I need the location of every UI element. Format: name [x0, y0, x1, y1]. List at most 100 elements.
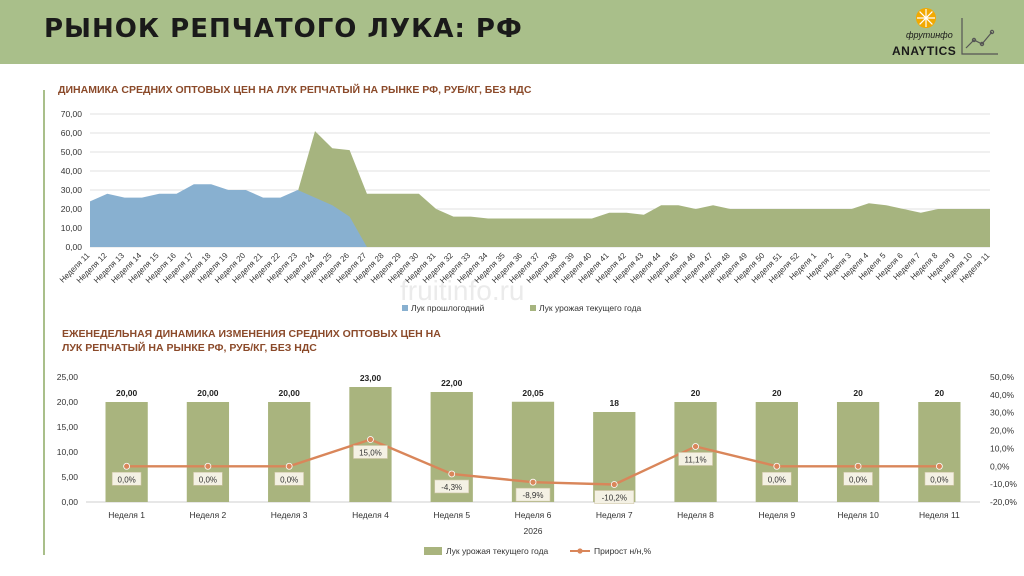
- growth-label-box: [515, 487, 551, 502]
- page-title: РЫНОК РЕПЧАТОГО ЛУКА: РФ: [44, 14, 523, 44]
- bar-value-label: 20: [935, 388, 945, 398]
- logo-text: ANAYTICS: [892, 44, 957, 58]
- y2-tick-label: 0,0%: [990, 461, 1010, 471]
- y-tick-label: 50,00: [61, 147, 83, 157]
- legend-label-bar: Лук урожая текущего года: [446, 546, 549, 556]
- x-tick-label: Неделя 8: [677, 510, 714, 520]
- growth-point: [529, 478, 537, 486]
- growth-label-box: [594, 490, 635, 504]
- x-tick-label: Неделя 40: [559, 251, 593, 285]
- x-tick-label: Неделя 50: [732, 251, 766, 285]
- x-tick-label: Неделя 10: [940, 251, 974, 285]
- growth-label-box: [924, 471, 955, 486]
- bar-value-label: 20,00: [197, 388, 219, 398]
- bar: [268, 402, 311, 502]
- x-tick-label: Неделя 15: [127, 251, 161, 285]
- x-tick-label: Неделя 12: [75, 251, 109, 285]
- area-prior-year: [90, 184, 367, 247]
- bar: [593, 412, 636, 502]
- watermark: fruitinfo.ru: [400, 275, 525, 306]
- x-tick-label: Неделя 7: [891, 251, 922, 282]
- y-tick-label: 10,00: [61, 223, 83, 233]
- x-tick-label: Неделя 8: [909, 251, 940, 282]
- x-tick-label: Неделя 52: [767, 251, 801, 285]
- area-chart-title: ДИНАМИКА СРЕДНИХ ОПТОВЫХ ЦЕН НА ЛУК РЕПЧ…: [58, 84, 532, 96]
- x-tick-label: Неделя 29: [369, 251, 403, 285]
- bar: [105, 402, 148, 502]
- y2-tick-label: -20,0%: [990, 497, 1017, 507]
- x-tick-label: Неделя 13: [92, 251, 126, 285]
- x-tick-label: Неделя 1: [788, 251, 819, 282]
- growth-label-box: [843, 471, 873, 486]
- legend-label-current-year: Лук урожая текущего года: [539, 303, 642, 313]
- bar-value-label: 20,05: [522, 388, 544, 398]
- growth-line: [126, 438, 940, 486]
- x-tick-label: Неделя 47: [681, 251, 715, 285]
- x-tick-label: Неделя 41: [577, 251, 611, 285]
- growth-label-box: [353, 445, 388, 459]
- y-tick-label: 70,00: [61, 109, 83, 119]
- growth-value-label: 0,0%: [849, 475, 867, 484]
- growth-point: [692, 443, 699, 450]
- x-tick-label: Неделя 1: [108, 510, 145, 520]
- x-tick-label: Неделя 25: [300, 251, 334, 285]
- x-tick-label: Неделя 24: [282, 251, 316, 285]
- growth-point: [123, 462, 131, 470]
- y2-tick-label: 20,0%: [990, 426, 1015, 436]
- header-bar: РЫНОК РЕПЧАТОГО ЛУКА: РФ фрутинфо ANAYTI…: [0, 0, 1024, 64]
- y2-tick-label: 50,0%: [990, 372, 1015, 382]
- x-tick-label: Неделя 46: [663, 251, 697, 285]
- growth-value-label: -10,2%: [602, 494, 627, 503]
- y2-tick-label: 40,0%: [990, 390, 1015, 400]
- x-tick-label: Неделя 14: [109, 251, 143, 285]
- y-tick-label: 15,00: [57, 422, 79, 432]
- growth-point: [773, 462, 781, 470]
- y2-tick-label: 30,0%: [990, 408, 1015, 418]
- bar: [674, 402, 717, 502]
- y-tick-label: 25,00: [57, 372, 79, 382]
- x-tick-label: Неделя 23: [265, 251, 299, 285]
- x-tick-label: Неделя 38: [525, 251, 559, 285]
- x-tick-label: Неделя 5: [857, 251, 888, 282]
- x-tick-label: Неделя 11: [919, 510, 960, 520]
- x-tick-label: Неделя 44: [629, 251, 663, 285]
- y-tick-label: 20,00: [57, 397, 79, 407]
- growth-value-label: -8,9%: [523, 491, 544, 500]
- bar-value-label: 20,00: [279, 388, 301, 398]
- area-current-year: [297, 131, 990, 247]
- x-tick-label: Неделя 6: [874, 251, 905, 282]
- y-tick-label: 30,00: [61, 185, 83, 195]
- x-tick-label: Неделя 49: [715, 251, 749, 285]
- bar-value-label: 23,00: [360, 373, 382, 383]
- y-tick-label: 0,00: [61, 497, 78, 507]
- y2-tick-label: 10,0%: [990, 443, 1015, 453]
- bar: [755, 402, 798, 502]
- bar: [430, 392, 473, 502]
- x-tick-label: Неделя 18: [179, 251, 213, 285]
- bar-value-label: 20: [691, 388, 701, 398]
- logo-graphic: [916, 8, 998, 55]
- growth-value-label: -4,3%: [441, 483, 462, 492]
- x-tick-label: Неделя 45: [646, 251, 680, 285]
- growth-point: [854, 462, 862, 470]
- growth-value-label: 0,0%: [280, 475, 298, 484]
- bar: [836, 402, 880, 502]
- y-tick-label: 60,00: [61, 128, 83, 138]
- y-tick-label: 0,00: [65, 242, 82, 252]
- growth-label-box: [274, 471, 304, 486]
- growth-point: [204, 462, 212, 470]
- bar: [186, 402, 230, 502]
- growth-value-label: 15,0%: [359, 449, 382, 458]
- x-tick-label: Неделя 3: [271, 510, 308, 520]
- growth-point: [285, 462, 293, 470]
- y-tick-label: 20,00: [61, 204, 83, 214]
- growth-value-label: 0,0%: [768, 475, 786, 484]
- growth-value-label: 11,1%: [684, 455, 706, 464]
- x-tick-label: Неделя 21: [231, 251, 265, 285]
- x-tick-label: Неделя 5: [433, 510, 470, 520]
- growth-label-box: [762, 471, 792, 486]
- growth-label-box: [678, 452, 713, 466]
- bar-value-label: 22,00: [441, 378, 463, 388]
- x-tick-label: Неделя 4: [352, 510, 389, 520]
- legend-swatch-current-year: [530, 305, 536, 311]
